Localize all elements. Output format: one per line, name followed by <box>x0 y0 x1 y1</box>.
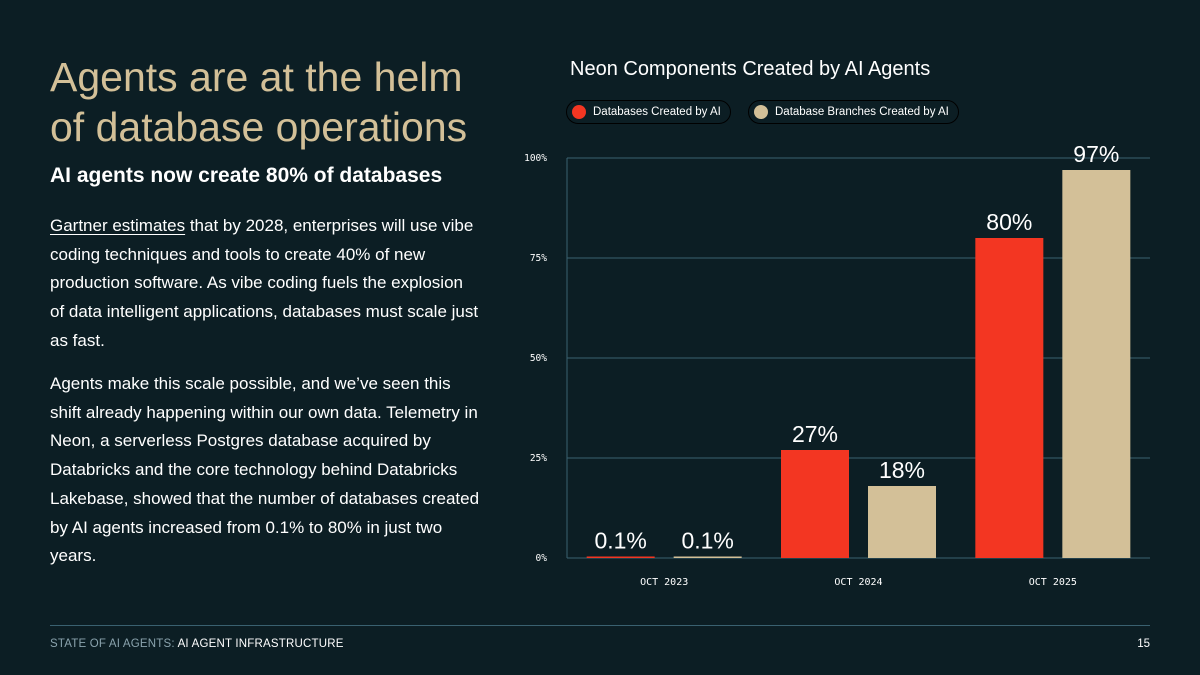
data-label: 97% <box>1073 141 1119 167</box>
x-tick-label: OCT 2025 <box>1029 577 1077 588</box>
bar <box>586 556 655 558</box>
bar <box>781 450 849 558</box>
data-label: 0.1% <box>594 528 646 554</box>
data-label: 18% <box>879 457 925 483</box>
intro-paragraph: Gartner estimates that by 2028, enterpri… <box>50 212 480 356</box>
bar <box>975 238 1044 558</box>
legend-label-branches: Database Branches Created by AI <box>775 106 949 118</box>
legend-item-databases: Databases Created by AI <box>566 100 731 124</box>
footer-topic: AI AGENT INFRASTRUCTURE <box>177 638 344 650</box>
data-label: 80% <box>986 209 1032 235</box>
subheading: AI agents now create 80% of databases <box>50 164 443 187</box>
footer-section: STATE OF AI AGENTS: <box>50 638 175 650</box>
bar <box>868 486 936 558</box>
gartner-link[interactable]: Gartner estimates <box>50 216 186 235</box>
legend-swatch-databases <box>572 105 586 119</box>
bar <box>1062 170 1131 558</box>
legend-swatch-branches <box>754 105 768 119</box>
y-tick-label: 75% <box>530 253 547 264</box>
legend-item-branches: Database Branches Created by AI <box>748 100 959 124</box>
footer-label: STATE OF AI AGENTS: AI AGENT INFRASTRUCT… <box>50 638 344 650</box>
chart-title: Neon Components Created by AI Agents <box>570 58 931 80</box>
bar <box>673 556 742 558</box>
page-number: 15 <box>1137 638 1150 650</box>
legend-label-databases: Databases Created by AI <box>593 106 721 118</box>
y-tick-label: 0% <box>536 553 548 564</box>
y-tick-label: 100% <box>524 153 547 164</box>
data-label: 27% <box>792 421 838 447</box>
x-tick-label: OCT 2023 <box>640 577 688 588</box>
data-label: 0.1% <box>681 528 733 554</box>
intro-paragraph-text: that by 2028, enterprises will use vibe … <box>50 216 479 350</box>
y-tick-label: 25% <box>530 453 547 464</box>
y-tick-label: 50% <box>530 353 547 364</box>
body-paragraph: Agents make this scale possible, and we’… <box>50 374 480 566</box>
x-tick-label: OCT 2024 <box>834 577 882 588</box>
page-title: Agents are at the helm of database opera… <box>50 54 468 150</box>
footer-divider <box>50 625 1150 626</box>
